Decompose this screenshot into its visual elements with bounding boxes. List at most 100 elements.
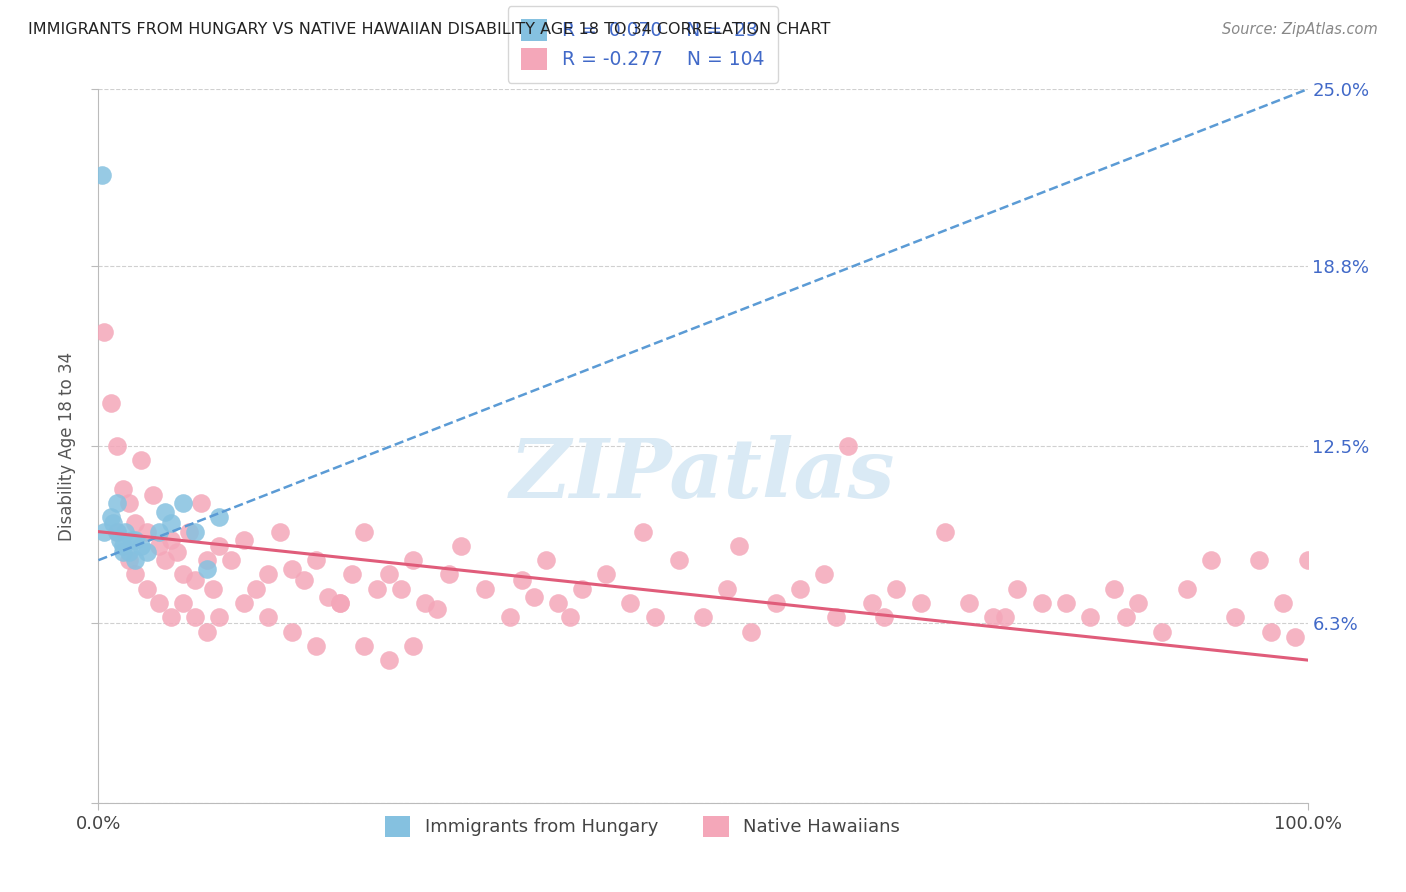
Point	[124, 553, 146, 567]
Point	[179, 524, 201, 539]
Point	[221, 553, 243, 567]
Point	[281, 624, 304, 639]
Y-axis label: Disability Age 18 to 34: Disability Age 18 to 34	[58, 351, 76, 541]
Point	[413, 596, 436, 610]
Point	[305, 553, 328, 567]
Point	[101, 516, 124, 530]
Point	[789, 582, 811, 596]
Point	[148, 539, 170, 553]
Point	[353, 639, 375, 653]
Point	[1128, 596, 1150, 610]
Point	[100, 510, 122, 524]
Point	[124, 567, 146, 582]
Point	[1054, 596, 1077, 610]
Point	[1296, 553, 1319, 567]
Point	[631, 524, 654, 539]
Point	[108, 533, 131, 548]
Point	[1223, 610, 1246, 624]
Point	[160, 533, 183, 548]
Point	[184, 610, 207, 624]
Point	[172, 496, 194, 510]
Point	[292, 573, 315, 587]
Point	[105, 524, 128, 539]
Point	[1175, 582, 1198, 596]
Point	[305, 639, 328, 653]
Point	[981, 610, 1004, 624]
Point	[498, 610, 520, 624]
Point	[571, 582, 593, 596]
Point	[728, 539, 751, 553]
Point	[202, 582, 225, 596]
Point	[111, 539, 134, 553]
Point	[148, 596, 170, 610]
Point	[281, 562, 304, 576]
Point	[1284, 630, 1306, 644]
Point	[93, 325, 115, 339]
Point	[402, 639, 425, 653]
Point	[166, 544, 188, 558]
Point	[111, 544, 134, 558]
Point	[1102, 582, 1125, 596]
Point	[118, 553, 141, 567]
Point	[256, 567, 278, 582]
Point	[118, 496, 141, 510]
Point	[860, 596, 883, 610]
Point	[377, 567, 399, 582]
Point	[245, 582, 267, 596]
Text: ZIPatlas: ZIPatlas	[510, 434, 896, 515]
Point	[142, 487, 165, 501]
Point	[114, 524, 136, 539]
Point	[644, 610, 666, 624]
Point	[129, 539, 152, 553]
Point	[160, 516, 183, 530]
Point	[208, 539, 231, 553]
Point	[111, 482, 134, 496]
Point	[1152, 624, 1174, 639]
Point	[208, 510, 231, 524]
Point	[957, 596, 980, 610]
Point	[523, 591, 546, 605]
Point	[873, 610, 896, 624]
Point	[135, 582, 157, 596]
Point	[100, 396, 122, 410]
Point	[813, 567, 835, 582]
Point	[450, 539, 472, 553]
Point	[668, 553, 690, 567]
Point	[595, 567, 617, 582]
Text: IMMIGRANTS FROM HUNGARY VS NATIVE HAWAIIAN DISABILITY AGE 18 TO 34 CORRELATION C: IMMIGRANTS FROM HUNGARY VS NATIVE HAWAII…	[28, 22, 831, 37]
Point	[765, 596, 787, 610]
Point	[329, 596, 352, 610]
Point	[389, 582, 412, 596]
Point	[91, 168, 114, 182]
Point	[1199, 553, 1222, 567]
Point	[1007, 582, 1029, 596]
Point	[160, 610, 183, 624]
Text: Source: ZipAtlas.com: Source: ZipAtlas.com	[1222, 22, 1378, 37]
Point	[825, 610, 848, 624]
Point	[232, 533, 254, 548]
Point	[934, 524, 956, 539]
Point	[353, 524, 375, 539]
Point	[510, 573, 533, 587]
Legend: Immigrants from Hungary, Native Hawaiians: Immigrants from Hungary, Native Hawaiian…	[378, 808, 907, 844]
Point	[426, 601, 449, 615]
Point	[93, 524, 115, 539]
Point	[437, 567, 460, 582]
Point	[153, 553, 176, 567]
Point	[1031, 596, 1053, 610]
Point	[558, 610, 581, 624]
Point	[329, 596, 352, 610]
Point	[148, 524, 170, 539]
Point	[118, 544, 141, 558]
Point	[195, 624, 218, 639]
Point	[1272, 596, 1295, 610]
Point	[316, 591, 339, 605]
Point	[105, 439, 128, 453]
Point	[1249, 553, 1271, 567]
Point	[172, 567, 194, 582]
Point	[208, 610, 231, 624]
Point	[195, 562, 218, 576]
Point	[135, 524, 157, 539]
Point	[366, 582, 388, 596]
Point	[129, 453, 152, 467]
